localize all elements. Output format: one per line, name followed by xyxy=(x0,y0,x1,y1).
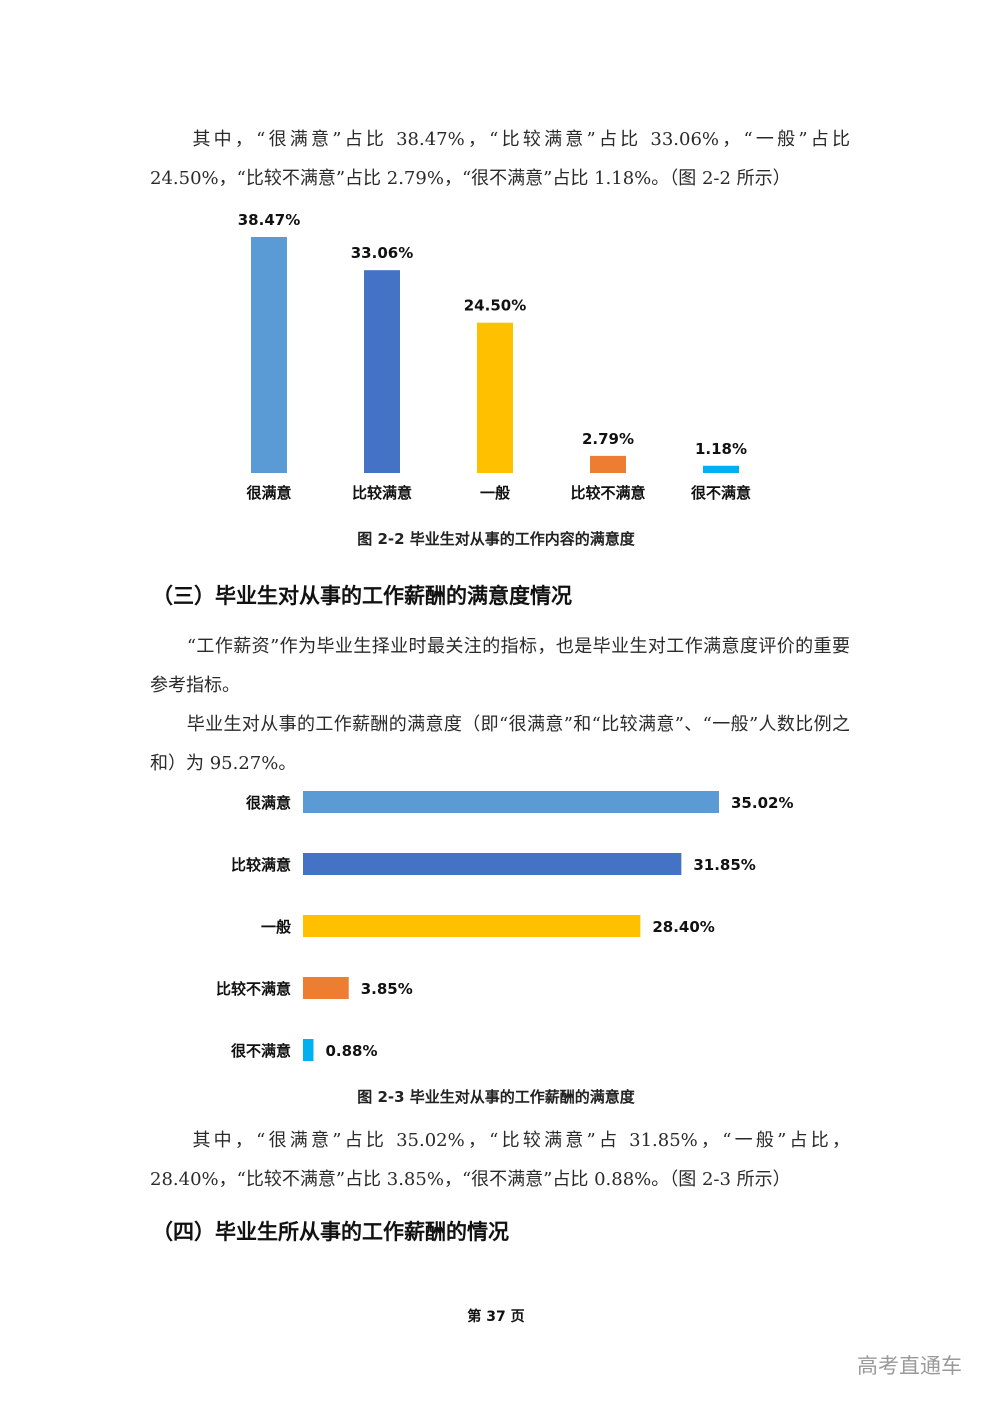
bar-5 xyxy=(303,1039,314,1061)
data-label-2: 33.06% xyxy=(351,244,413,262)
category-label-5: 很不满意 xyxy=(690,484,751,502)
bar-2 xyxy=(364,270,400,473)
section-heading-3: （三）毕业生对从事的工作薪酬的满意度情况 xyxy=(152,584,572,608)
category-label-4: 比较不满意 xyxy=(216,980,291,998)
figure-caption-2-2: 图 2-2 毕业生对从事的工作内容的满意度 xyxy=(357,530,635,548)
data-label-1: 38.47% xyxy=(238,211,300,229)
paragraph-2: “工作薪资”作为毕业生择业时最关注的指标，也是毕业生对工作满意度评价的重要参考指… xyxy=(150,636,850,696)
category-label-2: 比较满意 xyxy=(352,484,412,502)
section-heading-4: （四）毕业生所从事的工作薪酬的情况 xyxy=(152,1220,509,1244)
bar-4 xyxy=(303,977,349,999)
category-label-5: 很不满意 xyxy=(230,1042,291,1060)
bar-5 xyxy=(703,465,739,473)
watermark: 高考直通车 xyxy=(857,1354,962,1378)
paragraph-3: 毕业生对从事的工作薪酬的满意度（即“很满意”和“比较满意”、“一般”人数比例之和… xyxy=(150,714,850,774)
bar-4 xyxy=(590,455,626,473)
page-number: 第 37 页 xyxy=(467,1309,525,1325)
bar-1 xyxy=(303,791,719,813)
figure-caption-2-3: 图 2-3 毕业生对从事的工作薪酬的满意度 xyxy=(357,1088,635,1106)
chart-work-content-satisfaction: 38.47% 很满意 33.06% 比较满意 24.50% 一般 2.79% 比较不满意 1.1… xyxy=(238,211,751,502)
bar-3 xyxy=(303,915,641,937)
category-label-1: 很满意 xyxy=(245,484,291,502)
chart-salary-satisfaction: 很满意 35.02% 比较满意 31.85% 一般 28.40% 比较不满意 3.85% 很不满… xyxy=(216,791,793,1061)
data-label-1: 35.02% xyxy=(731,794,793,812)
data-label-2: 31.85% xyxy=(693,856,755,874)
category-label-2: 比较满意 xyxy=(231,856,291,874)
data-label-3: 24.50% xyxy=(464,297,526,315)
data-label-4: 3.85% xyxy=(361,980,413,998)
bar-1 xyxy=(251,237,287,473)
data-label-5: 1.18% xyxy=(695,440,747,458)
bar-3 xyxy=(477,322,513,473)
category-label-3: 一般 xyxy=(480,484,510,502)
paragraph-1: 其中，“很满意”占比 38.47%，“比较满意”占比 33.06%，“一般”占比… xyxy=(150,129,850,189)
data-label-3: 28.40% xyxy=(652,918,714,936)
category-label-1: 很满意 xyxy=(245,794,291,812)
category-label-4: 比较不满意 xyxy=(570,484,645,502)
data-label-4: 2.79% xyxy=(582,430,634,448)
data-label-5: 0.88% xyxy=(325,1042,377,1060)
bar-2 xyxy=(303,853,682,875)
paragraph-4: 其中，“很满意”占比 35.02%，“比较满意”占 31.85%，“一般”占比，… xyxy=(150,1130,850,1190)
category-label-3: 一般 xyxy=(261,918,291,936)
